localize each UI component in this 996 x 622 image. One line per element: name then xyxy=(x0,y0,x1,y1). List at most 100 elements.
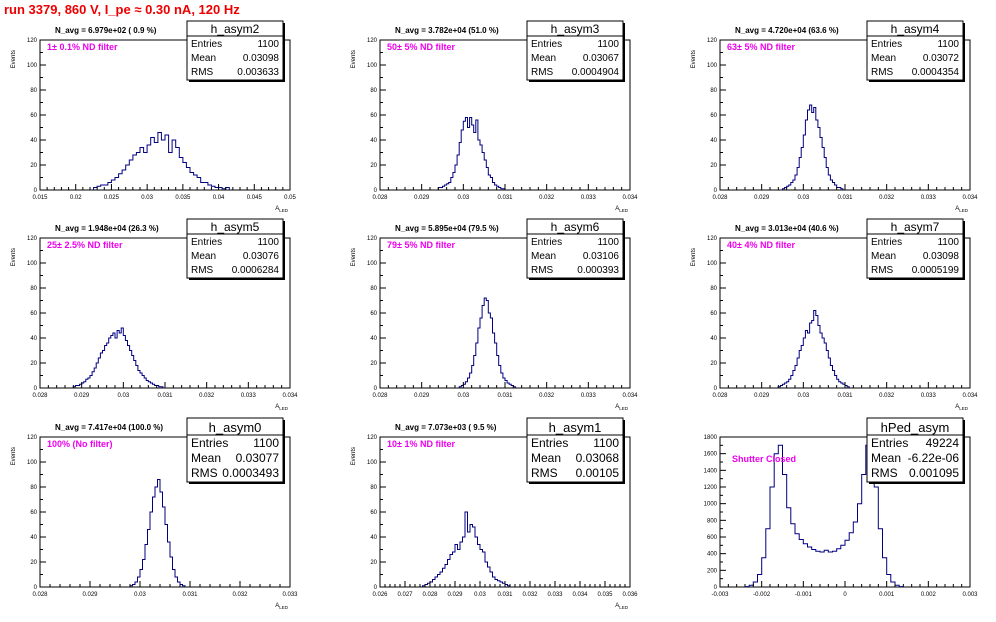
y-tick-label: 60 xyxy=(370,510,377,516)
x-tick-label: 0.032 xyxy=(539,195,555,201)
x-tick-label: 0.025 xyxy=(104,195,120,201)
x-tick-label: 0.033 xyxy=(921,195,937,201)
stats-value-mean: 0.03072 xyxy=(923,53,960,64)
stats-value-mean: 0.03106 xyxy=(583,251,620,262)
x-tick-label: 0.029 xyxy=(74,393,90,399)
x-tick-label: 0.031 xyxy=(497,195,513,201)
x-tick-label: 0.028 xyxy=(372,393,388,399)
stats-key-rms: RMS xyxy=(191,67,214,78)
histogram-title: h_asym4 xyxy=(891,22,940,36)
stats-key-entries: Entries xyxy=(531,237,562,248)
y-tick-label: 1800 xyxy=(704,435,718,441)
histogram-panel-h_asym4: 0.028 0.029 0.03 0.031 0.032 0.033 0.034 0 20 40 6… xyxy=(691,20,978,213)
x-tick-label: 0.034 xyxy=(962,393,978,399)
stats-box-frame xyxy=(526,417,624,483)
stats-key-mean: Mean xyxy=(531,53,556,64)
x-tick-label: 0.002 xyxy=(921,592,937,598)
histogram-line xyxy=(129,479,186,587)
y-tick-label: 40 xyxy=(370,535,377,541)
stats-box: h_asym3 Entries 1100 Mean 0.03067 RMS 0.000490… xyxy=(526,20,625,82)
stats-value-entries: 1100 xyxy=(937,39,959,50)
filter-label: 100% (No filter) xyxy=(47,439,113,449)
y-tick-label: 80 xyxy=(30,485,37,491)
histogram-title: h_asym1 xyxy=(549,420,602,435)
navg-label: N_avg = 7.073e+03 ( 9.5 %) xyxy=(395,423,497,432)
stats-value-entries: 1100 xyxy=(257,237,279,248)
stats-box-frame xyxy=(186,218,284,279)
stats-box-frame xyxy=(186,417,284,483)
histogram-panel-hPed_asym: -0.003 -0.002 -0.001 0 0.001 0.002 0.003 0 200 40… xyxy=(704,417,978,598)
x-tick-label: -0.002 xyxy=(753,592,771,598)
x-tick-label: 0.032 xyxy=(879,393,895,399)
stats-box: h_asym5 Entries 1100 Mean 0.03076 RMS 0.000628… xyxy=(186,218,285,280)
y-tick-label: 120 xyxy=(27,435,38,441)
stats-value-rms: 0.00105 xyxy=(576,466,620,480)
y-tick-label: 100 xyxy=(367,63,378,69)
y-tick-label: 200 xyxy=(707,568,718,574)
stats-value-rms: 0.0004904 xyxy=(572,67,620,78)
x-tick-label: 0.03 xyxy=(457,195,469,201)
x-tick-label: 0.05 xyxy=(284,195,296,201)
x-tick-label: 0.032 xyxy=(199,393,215,399)
y-tick-label: 100 xyxy=(707,261,718,267)
x-tick-label: 0.028 xyxy=(32,592,48,598)
stats-key-rms: RMS xyxy=(871,67,894,78)
y-tick-label: 0 xyxy=(714,585,718,591)
stats-value-mean: 0.03077 xyxy=(236,451,280,465)
y-tick-label: 120 xyxy=(27,236,38,242)
x-tick-label: 0.03 xyxy=(117,393,129,399)
x-tick-label: 0.03 xyxy=(474,592,486,598)
histogram-title: h_asym2 xyxy=(211,22,260,36)
x-axis-label: ALED xyxy=(955,206,969,213)
stats-key-entries: Entries xyxy=(871,39,902,50)
stats-box-frame xyxy=(866,218,964,279)
stats-value-mean: 0.03067 xyxy=(583,53,620,64)
filter-label: 40± 4% ND filter xyxy=(727,240,795,250)
y-tick-label: 40 xyxy=(370,336,377,342)
page-title: run 3379, 860 V, I_pe ≈ 0.30 nA, 120 Hz xyxy=(4,2,240,17)
stats-key-entries: Entries xyxy=(871,436,908,450)
y-tick-label: 80 xyxy=(370,286,377,292)
x-tick-label: 0.031 xyxy=(182,592,198,598)
y-tick-label: 40 xyxy=(370,138,377,144)
y-tick-label: 20 xyxy=(30,560,37,566)
stats-value-rms: 0.0006284 xyxy=(232,265,280,276)
histogram-panel-h_asym6: 0.028 0.029 0.03 0.031 0.032 0.033 0.034 0 20 40 6… xyxy=(351,218,638,411)
stats-value-rms: 0.0003493 xyxy=(222,466,279,480)
stats-box-frame xyxy=(526,20,624,81)
y-axis-label: Events xyxy=(11,50,17,68)
y-tick-label: 0 xyxy=(374,386,378,392)
y-tick-label: 100 xyxy=(27,261,38,267)
x-tick-label: 0.031 xyxy=(837,195,853,201)
y-tick-label: 100 xyxy=(367,460,378,466)
x-tick-label: 0.026 xyxy=(372,592,388,598)
x-tick-label: -0.003 xyxy=(711,592,729,598)
filter-label: Shutter Closed xyxy=(732,454,796,464)
y-tick-label: 60 xyxy=(30,510,37,516)
y-tick-label: 0 xyxy=(34,188,38,194)
y-axis-label: Events xyxy=(691,248,697,266)
histogram-line xyxy=(782,104,844,190)
stats-value-entries: 1100 xyxy=(257,39,279,50)
stats-box-frame xyxy=(186,20,284,81)
navg-label: N_avg = 7.417e+04 (100.0 %) xyxy=(55,423,163,432)
x-axis-label: ALED xyxy=(615,206,629,213)
stats-value-mean: 0.03076 xyxy=(243,251,280,262)
stats-key-entries: Entries xyxy=(871,237,902,248)
x-tick-label: 0.032 xyxy=(879,195,895,201)
x-tick-label: 0.033 xyxy=(282,592,298,598)
stats-box: h_asym7 Entries 1100 Mean 0.03098 RMS 0.000519… xyxy=(866,218,965,280)
histogram-panel-h_asym0: 0.028 0.029 0.03 0.031 0.032 0.033 0 20 40 60 80 10… xyxy=(11,417,298,610)
x-tick-label: 0.028 xyxy=(32,393,48,399)
stats-box-frame xyxy=(866,417,964,483)
x-tick-label: 0.031 xyxy=(497,592,513,598)
navg-label: N_avg = 1.948e+04 (26.3 %) xyxy=(55,224,159,233)
stats-box: h_asym2 Entries 1100 Mean 0.03098 RMS 0.003633 xyxy=(186,20,285,82)
y-tick-label: 20 xyxy=(370,163,377,169)
y-tick-label: 80 xyxy=(370,485,377,491)
x-axis-label: ALED xyxy=(275,404,289,411)
y-tick-label: 60 xyxy=(30,113,37,119)
stats-key-entries: Entries xyxy=(191,436,228,450)
histogram-title: h_asym0 xyxy=(209,420,262,435)
